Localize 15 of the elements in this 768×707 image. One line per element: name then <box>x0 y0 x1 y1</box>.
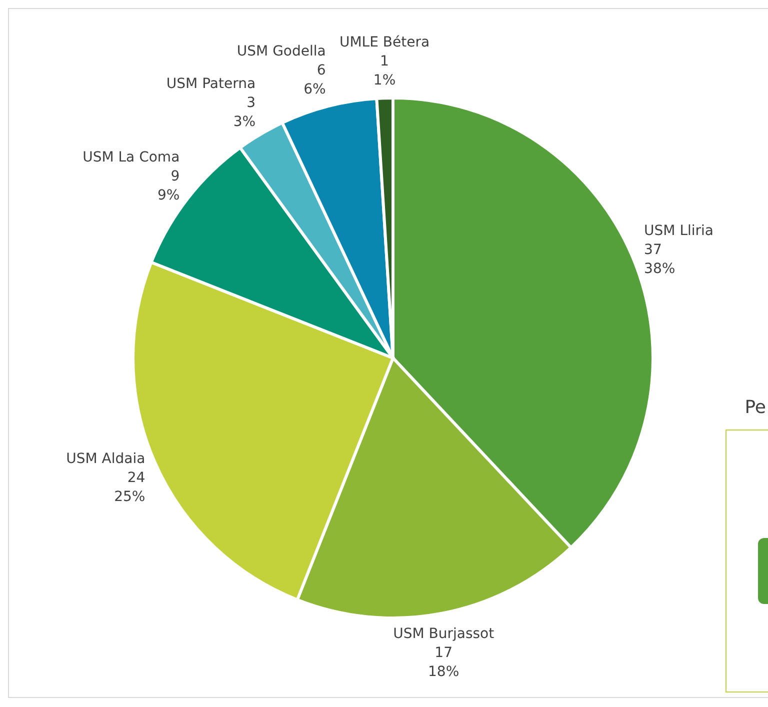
slice-label: USM Burjassot <box>393 626 495 642</box>
slice-label: UMLE Bétera <box>339 34 430 50</box>
data-label: 3 3% <box>233 94 256 130</box>
slice-label: USM Lliria <box>644 222 714 239</box>
data-label: 6 6% <box>304 62 326 98</box>
slice-label: USM Aldaia <box>66 451 146 468</box>
data-label: 1 1% <box>373 53 396 88</box>
text: Pe <box>744 397 766 418</box>
data-label: 37 38% <box>644 242 676 277</box>
slice-label: USM Paterna <box>166 76 256 92</box>
data-label: 24 25% <box>114 470 146 506</box>
slice-label: USM Godella <box>236 44 326 60</box>
data-label: 9 9% <box>157 168 180 204</box>
slice-label: USM La Coma <box>82 150 180 166</box>
data-label: 17 18% <box>428 644 460 680</box>
